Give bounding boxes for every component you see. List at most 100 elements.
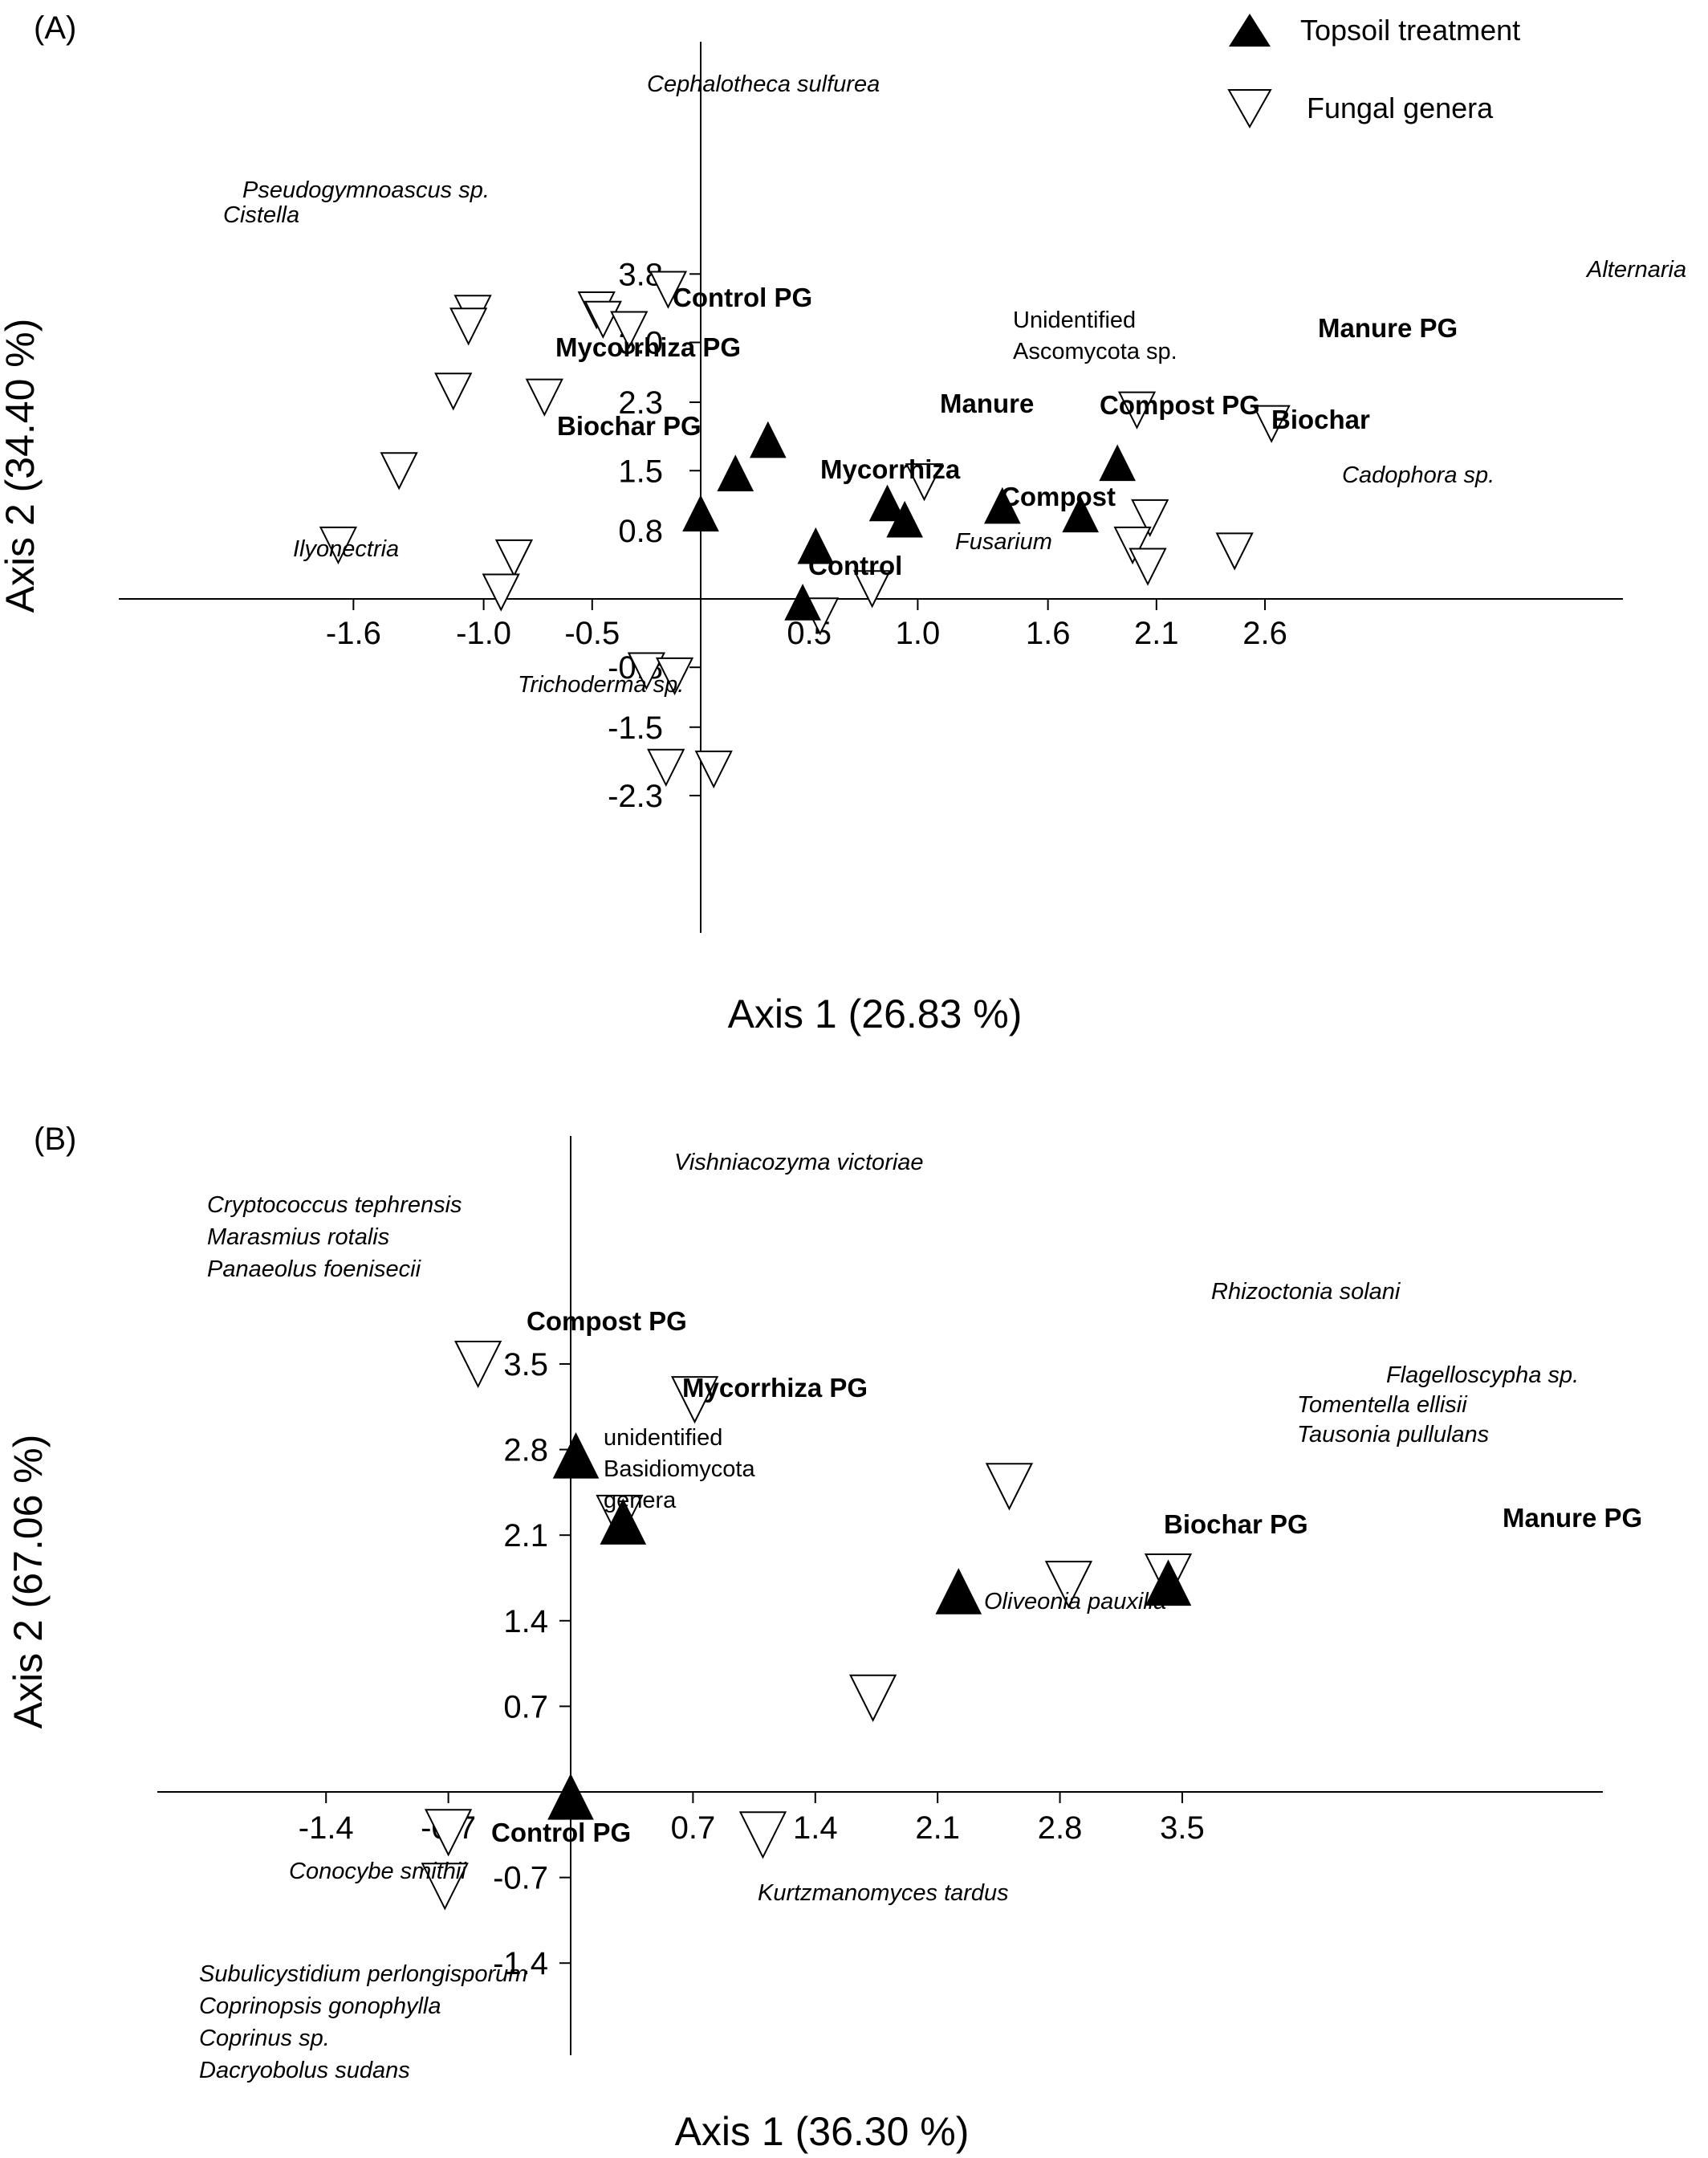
label-rhizoctonia: Rhizoctonia solani [1211,1279,1401,1305]
x-tick-label: 2.1 [1134,616,1179,651]
label-mycorrhiza: Mycorrhiza [820,454,961,484]
fungal-genus-marker-cistella [525,378,563,417]
fungal-genus-marker-9 [319,526,358,565]
label-kurtzmanomyces: Kurtzmanomyces tardus [758,1880,1009,1906]
fungal-genus-marker-23 [1128,548,1167,586]
y-tick-label: 1.5 [618,454,663,489]
panel-a-fungal-markers [319,271,1291,789]
x-tick-label: 1.6 [1026,616,1071,651]
treatment-marker-compost [886,500,923,538]
label-biochar: Biochar [1271,405,1370,434]
treatment-marker-control-pg [750,421,787,458]
label-cadophora: Cadophora sp. [1342,462,1494,488]
fungal-genus-marker-14 [647,748,685,788]
panel-b-label: (B) [34,1122,76,1157]
x-tick-label: 1.0 [896,616,941,651]
label-flagelloscypha-group: Flagelloscypha sp. Tomentella ellisii Taus… [1297,1362,1579,1447]
y-tick-label: -0.7 [493,1861,548,1896]
label-ilyonectria: Ilyonectria [293,536,399,562]
fungal-genus-marker-oliveonia-pauxilla [849,1674,897,1722]
label-biochar-pg-b: Biochar PG [1164,1509,1308,1539]
panel-a-x-ticks: -1.6 -1.0 -0.5 0.5 1.0 1.6 2.1 2.6 [326,599,1287,651]
panel-b-point-labels: Compost PG Mycorrhiza PG Biochar PG Manu… [199,1150,1642,2083]
fungal-genus-marker-cephalotheca-sulfurea [649,271,688,309]
fungal-genus-marker-cryptococcus-tephrensis [454,1340,502,1389]
treatment-marker-manure-pg [1145,1559,1192,1606]
label-control-pg-b: Control PG [491,1818,631,1847]
fungal-genus-marker-8 [380,452,418,491]
panel-b-y-axis-title: Axis 2 (67.06 %) [6,1435,51,1729]
label-fusarium: Fusarium [955,529,1052,555]
label-manure-pg-b: Manure PG [1503,1503,1642,1533]
treatment-marker-control-pg [547,1773,594,1820]
fungal-genus-marker-rhizoctonia-solani [985,1463,1034,1511]
treatment-marker-compost-pg [552,1432,600,1479]
legend-marker-fungal-genera [1227,89,1272,129]
fungal-genus-marker-4 [584,300,622,339]
panel-b-treatment-markers [547,1432,1192,1820]
x-tick-label: 0.7 [671,1810,716,1846]
panel-b-fungal-markers [421,1340,1193,1911]
fungal-genus-marker-15 [694,750,733,789]
label-biochar-pg: Biochar PG [557,411,702,441]
x-tick-label: -0.5 [564,616,620,651]
label-unidentified-basidiomycota: unidentified Basidiomycota genera [604,1425,755,1513]
label-alternaria: Alternaria [1585,257,1686,283]
treatment-marker-biochar-pg [682,495,719,531]
y-tick-label: -1.4 [493,1946,548,1981]
panel-b: (B) -1.4 -0.7 0.7 1.4 2.1 2.8 3.5 3.5 2.8 2.1 1.4… [6,1122,1642,2154]
x-tick-label: -1.6 [326,616,381,651]
panel-a-label: (A) [34,10,76,46]
treatment-marker-manure [868,484,906,522]
label-compost-pg: Compost PG [1100,390,1260,420]
fungal-genus-marker-fusarium [852,570,892,609]
panel-b-x-ticks: -1.4-0.70.71.42.12.83.5 [299,1792,1205,1846]
legend-marker-topsoil-treatment [1229,14,1271,47]
label-trichoderma: Trichoderma sp. [518,672,684,698]
y-tick-label: 1.4 [503,1604,548,1639]
y-tick-label: 0.8 [618,514,663,549]
legend-label-fungal-genera: Fungal genera [1307,92,1494,124]
fungal-genus-marker-kurtzmanomyces-tardus [738,1811,787,1859]
label-cephalotheca-sulfurea: Cephalotheca sulfurea [647,71,880,97]
panel-a-point-labels: Control PG Mycorrhiza PG Biochar PG Myco… [223,71,1686,698]
fungal-genus-marker-alternaria [1252,405,1291,443]
label-subulicystidium-group: Subulicystidium perlongisporum Coprinopsi… [199,1961,527,2083]
x-tick-label: -1.4 [299,1810,354,1846]
fungal-genus-marker-21 [1131,499,1169,538]
label-cistella: Cistella [223,202,299,228]
panel-b-y-ticks: 3.5 2.8 2.1 1.4 0.7 -0.7 -1.4 [493,1347,571,1981]
legend-label-topsoil-treatment: Topsoil treatment [1300,14,1520,47]
fungal-genus-marker-5 [610,311,649,349]
treatment-marker-mycorrhiza [797,527,835,564]
y-tick-label: 3.5 [503,1347,548,1382]
fungal-genus-marker-pseudogymnoascus-sp [434,373,473,411]
y-tick-label: 2.3 [618,385,663,421]
treatment-marker-mycorrhiza-pg [717,454,754,491]
y-tick-label: -2.3 [608,779,663,814]
label-vishniacozyma: Vishniacozyma victoriae [674,1150,924,1175]
fungal-genus-marker-19 [1117,391,1157,430]
treatment-marker-biochar [1062,495,1100,533]
fungal-genus-marker-conocybe-smithii [424,1809,473,1857]
fungal-genus-marker-10 [494,539,534,578]
x-tick-label: 2.6 [1242,616,1287,651]
label-pseudogymnoascus: Pseudogymnoascus sp. [242,177,490,203]
label-manure-pg: Manure PG [1318,313,1458,343]
x-tick-label: 1.4 [793,1810,838,1846]
label-mycorrhiza-pg-b: Mycorrhiza PG [682,1373,868,1403]
fungal-genus-marker-unidentified-ascomycota-sp [905,463,944,502]
panel-a-x-axis-title: Axis 1 (26.83 %) [728,991,1023,1036]
fungal-genus-marker-ilyonectria [482,573,520,612]
treatment-marker-manure-pg [1099,444,1136,482]
fungal-genus-marker-cadophora-sp [1113,526,1152,565]
x-tick-label: 2.1 [915,1810,960,1846]
label-cryptococcus-group: Cryptococcus tephrensis Marasmius rotalis… [207,1192,462,1282]
label-compost-pg-b: Compost PG [527,1306,687,1336]
label-mycorrhiza-pg: Mycorrhiza PG [555,332,741,362]
fungal-genus-marker-vishniacozyma-victoriae [670,1376,719,1424]
label-oliveonia: Oliveonia pauxilla [984,1589,1166,1614]
label-unidentified-ascomycota: Unidentified Ascomycota sp. [1013,307,1177,364]
x-tick-label: 3.5 [1160,1810,1205,1846]
